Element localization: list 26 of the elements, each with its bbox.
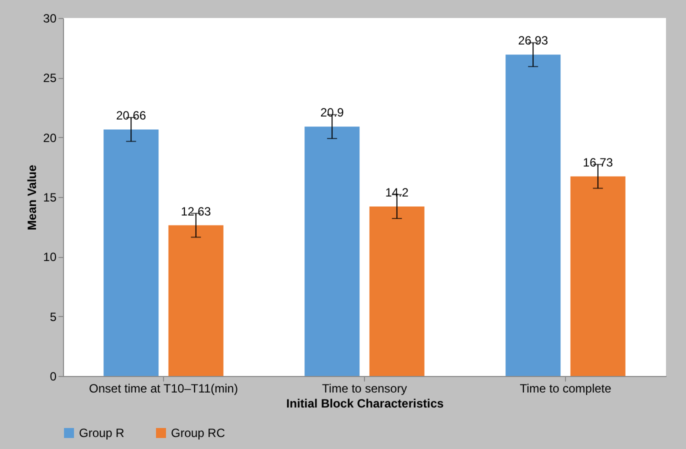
data-label: 26.93 — [518, 34, 548, 48]
data-label: 20.66 — [116, 108, 146, 122]
bar — [168, 225, 224, 376]
bar — [506, 54, 561, 376]
y-tick-label: 0 — [50, 370, 57, 384]
y-tick-label: 30 — [43, 12, 57, 26]
y-tick-label: 15 — [43, 190, 57, 204]
y-tick-label: 20 — [43, 130, 57, 145]
data-label: 20.9 — [320, 106, 344, 120]
x-tick-label: Onset time at T10–T11(min) — [89, 382, 238, 396]
data-label: 16.73 — [582, 155, 614, 170]
data-label: 12.63 — [180, 204, 212, 218]
bar — [369, 206, 424, 376]
bar — [570, 176, 626, 376]
y-tick-label: 25 — [43, 71, 57, 86]
legend-label: Group R — [79, 426, 125, 440]
y-tick-label: 10 — [43, 250, 57, 264]
bar — [304, 126, 360, 376]
y-tick-label: 5 — [50, 310, 57, 324]
data-label: 14.2 — [385, 186, 409, 200]
bar — [104, 129, 159, 376]
x-tick-label: Time to complete — [520, 382, 612, 396]
y-axis-title: Mean Value — [25, 164, 40, 230]
x-axis-title: Initial Block Characteristics — [286, 396, 444, 410]
x-tick-label: Time to sensory — [322, 382, 407, 396]
legend-label: Group RC — [171, 426, 226, 440]
